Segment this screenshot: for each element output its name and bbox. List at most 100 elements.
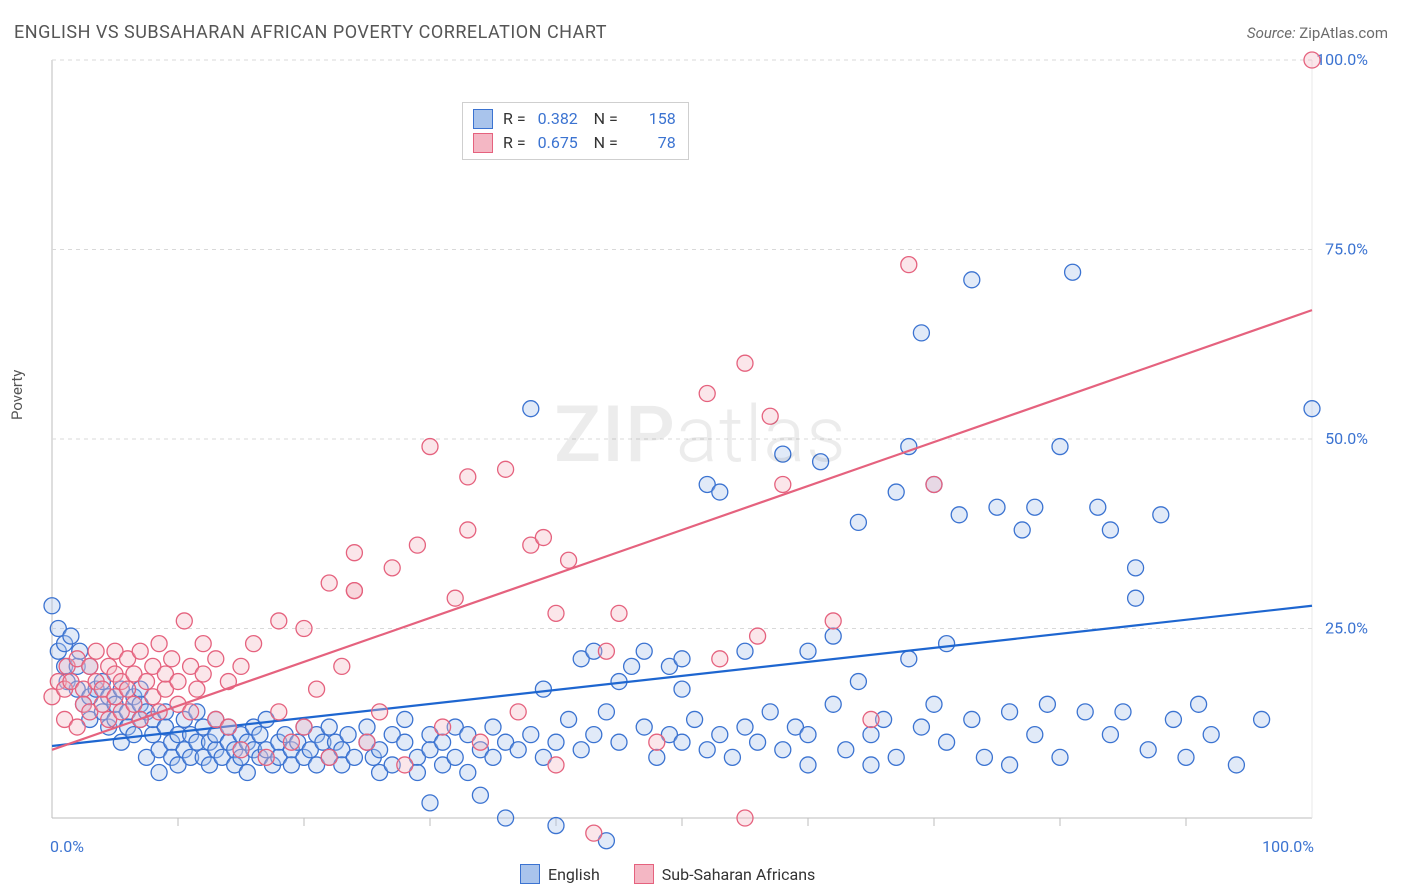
data-point — [1191, 696, 1207, 712]
data-point — [189, 681, 205, 697]
legend-swatch — [634, 864, 654, 884]
data-point — [498, 461, 514, 477]
data-point — [535, 530, 551, 546]
data-point — [271, 704, 287, 720]
data-point — [397, 734, 413, 750]
data-point — [548, 757, 564, 773]
source-site: ZipAtlas.com — [1299, 24, 1388, 42]
data-point — [346, 583, 362, 599]
data-point — [687, 711, 703, 727]
data-point — [913, 325, 929, 341]
data-point — [88, 643, 104, 659]
data-point — [800, 727, 816, 743]
data-point — [699, 386, 715, 402]
data-point — [649, 749, 665, 765]
legend-stat-row: R =0.675N =78 — [473, 131, 676, 155]
scatter-chart: 25.0%50.0%75.0%100.0%0.0%100.0% — [14, 50, 1392, 880]
source-credit: Source: ZipAtlas.com — [1247, 24, 1388, 42]
data-point — [825, 696, 841, 712]
data-point — [126, 727, 142, 743]
data-point — [472, 734, 488, 750]
data-point — [888, 484, 904, 500]
data-point — [1002, 757, 1018, 773]
data-point — [1128, 590, 1144, 606]
data-point — [586, 727, 602, 743]
data-point — [624, 658, 640, 674]
data-point — [472, 787, 488, 803]
data-point — [321, 719, 337, 735]
data-point — [636, 719, 652, 735]
data-point — [208, 651, 224, 667]
data-point — [926, 696, 942, 712]
data-point — [1014, 522, 1030, 538]
data-point — [976, 749, 992, 765]
data-point — [132, 643, 148, 659]
data-point — [712, 651, 728, 667]
data-point — [359, 734, 375, 750]
data-point — [737, 719, 753, 735]
trend-line-english — [52, 606, 1312, 746]
data-point — [1254, 711, 1270, 727]
data-point — [1140, 742, 1156, 758]
y-tick-label: 100.0% — [1316, 50, 1368, 69]
data-point — [1027, 727, 1043, 743]
data-point — [712, 484, 728, 500]
legend-series: EnglishSub-Saharan Africans — [520, 864, 815, 884]
stat-r-label: R = — [503, 107, 526, 131]
data-point — [699, 742, 715, 758]
data-point — [813, 454, 829, 470]
data-point — [1065, 264, 1081, 280]
data-point — [863, 727, 879, 743]
data-point — [44, 598, 60, 614]
data-point — [195, 666, 211, 682]
data-point — [750, 628, 766, 644]
data-point — [485, 749, 501, 765]
data-point — [939, 734, 955, 750]
data-point — [598, 704, 614, 720]
data-point — [863, 757, 879, 773]
data-point — [712, 727, 728, 743]
legend-item: English — [520, 864, 600, 884]
data-point — [233, 658, 249, 674]
data-point — [460, 469, 476, 485]
data-point — [422, 439, 438, 455]
data-point — [195, 636, 211, 652]
data-point — [1077, 704, 1093, 720]
data-point — [296, 621, 312, 637]
data-point — [964, 711, 980, 727]
stat-r-value: 0.675 — [538, 131, 584, 155]
data-point — [1039, 696, 1055, 712]
data-point — [340, 727, 356, 743]
data-point — [1128, 560, 1144, 576]
data-point — [1203, 727, 1219, 743]
data-point — [510, 704, 526, 720]
data-point — [359, 719, 375, 735]
data-point — [1027, 499, 1043, 515]
data-point — [126, 696, 142, 712]
data-point — [1304, 401, 1320, 417]
data-point — [151, 765, 167, 781]
data-point — [523, 727, 539, 743]
data-point — [233, 742, 249, 758]
x-tick-label: 100.0% — [1262, 837, 1314, 856]
data-point — [888, 749, 904, 765]
y-axis-label: Poverty — [8, 370, 26, 420]
data-point — [762, 408, 778, 424]
data-point — [283, 734, 299, 750]
data-point — [510, 742, 526, 758]
data-point — [447, 749, 463, 765]
data-point — [989, 499, 1005, 515]
data-point — [183, 704, 199, 720]
data-point — [750, 734, 766, 750]
data-point — [926, 476, 942, 492]
data-point — [901, 257, 917, 273]
data-point — [825, 613, 841, 629]
legend-stat-row: R =0.382N =158 — [473, 107, 676, 131]
data-point — [170, 674, 186, 690]
data-point — [1228, 757, 1244, 773]
data-point — [850, 514, 866, 530]
data-point — [120, 681, 136, 697]
data-point — [611, 734, 627, 750]
data-point — [737, 643, 753, 659]
legend-swatch — [473, 133, 493, 153]
